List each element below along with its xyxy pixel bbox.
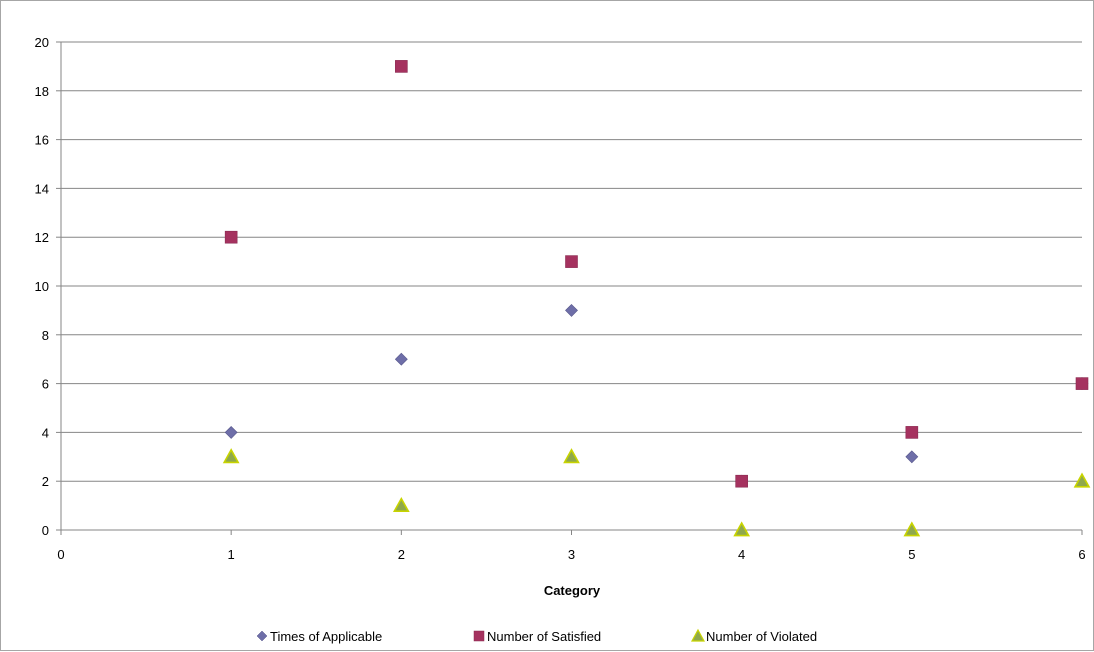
data-point <box>224 230 238 244</box>
y-tick-label: 10 <box>35 279 49 294</box>
y-tick-label: 20 <box>35 35 49 50</box>
y-tick-label: 2 <box>42 474 49 489</box>
x-tick-labels: 0 1 2 3 4 5 6 <box>57 547 1085 562</box>
data-point <box>394 352 408 366</box>
y-tick-labels: 0 2 4 6 8 10 12 14 16 18 20 <box>35 35 49 538</box>
y-tick-label: 8 <box>42 328 49 343</box>
x-tick-label: 6 <box>1078 547 1085 562</box>
legend-marker-square <box>473 630 485 642</box>
x-tick-label: 3 <box>568 547 575 562</box>
series-number-of-violated <box>222 448 1091 537</box>
legend-marker-triangle <box>690 628 706 642</box>
y-tick-label: 4 <box>42 425 49 440</box>
y-tick-label: 0 <box>42 523 49 538</box>
data-point <box>1073 472 1091 488</box>
data-point <box>224 425 238 439</box>
data-point <box>565 303 578 317</box>
data-point <box>903 521 921 537</box>
series-times-of-applicable <box>224 303 1089 488</box>
x-axis-title: Category <box>544 583 601 598</box>
legend-marker-diamond <box>256 630 268 642</box>
y-tick-label: 12 <box>35 230 49 245</box>
x-tick-label: 2 <box>398 547 405 562</box>
data-point <box>565 255 578 268</box>
y-tick-label: 16 <box>35 133 49 148</box>
data-point <box>733 521 751 537</box>
data-point <box>735 474 748 488</box>
series-number-of-satisfied <box>224 60 1089 488</box>
y-tick-label: 6 <box>42 377 49 392</box>
data-point <box>392 496 410 512</box>
legend-label: Times of Applicable <box>270 629 382 644</box>
legend-item: Times of Applicable <box>256 629 382 644</box>
data-point <box>395 60 408 73</box>
x-tick-label: 5 <box>908 547 915 562</box>
data-point <box>905 426 919 439</box>
data-series <box>222 60 1091 537</box>
legend: Times of Applicable Number of Satisfied Nu… <box>256 628 817 644</box>
legend-item: Number of Violated <box>690 628 817 644</box>
data-point <box>1075 377 1089 390</box>
legend-label: Number of Violated <box>706 629 817 644</box>
data-point <box>563 448 580 464</box>
data-point <box>222 448 240 464</box>
x-tick-label: 0 <box>57 547 64 562</box>
legend-item: Number of Satisfied <box>473 629 601 644</box>
data-point <box>905 450 919 464</box>
x-tick-label: 1 <box>228 547 235 562</box>
legend-label: Number of Satisfied <box>487 629 601 644</box>
y-tick-label: 14 <box>35 181 49 196</box>
x-tick-label: 4 <box>738 547 745 562</box>
y-tick-label: 18 <box>35 84 49 99</box>
